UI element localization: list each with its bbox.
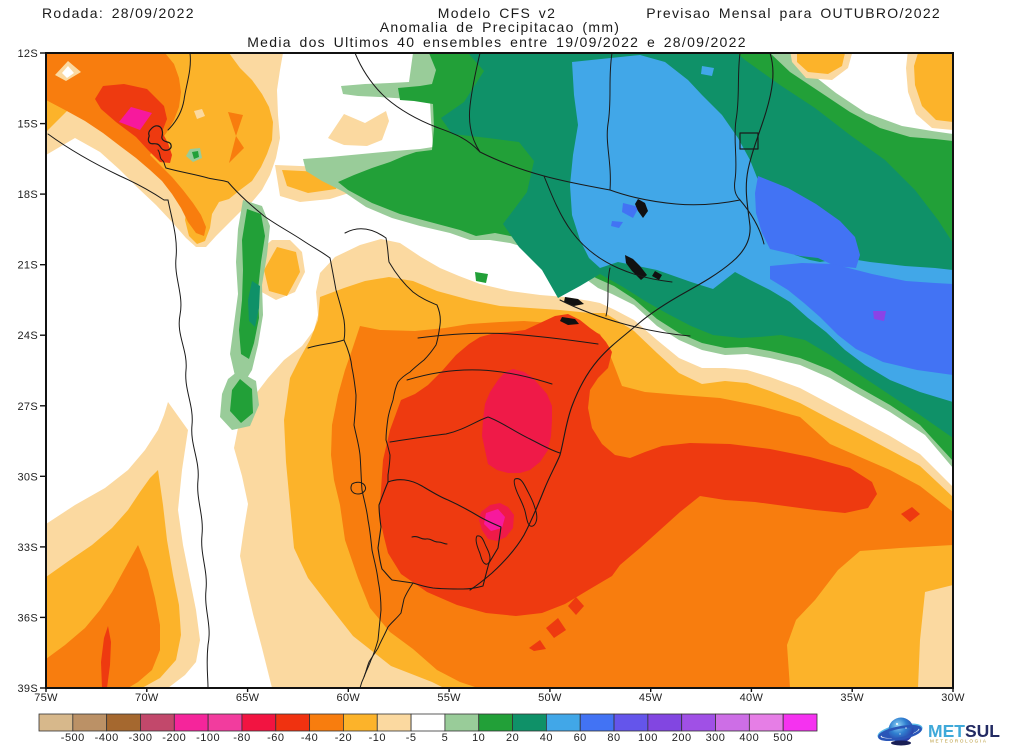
svg-text:-300: -300 xyxy=(128,732,152,744)
svg-text:65W: 65W xyxy=(236,692,260,704)
svg-text:40W: 40W xyxy=(740,692,764,704)
svg-text:-100: -100 xyxy=(196,732,220,744)
svg-text:15S: 15S xyxy=(18,119,38,131)
svg-text:70W: 70W xyxy=(135,692,159,704)
svg-text:55W: 55W xyxy=(437,692,461,704)
svg-text:-80: -80 xyxy=(233,732,250,744)
svg-text:-10: -10 xyxy=(369,732,386,744)
svg-text:200: 200 xyxy=(672,732,692,744)
svg-text:80: 80 xyxy=(607,732,620,744)
svg-text:75W: 75W xyxy=(34,692,58,704)
svg-text:-60: -60 xyxy=(267,732,284,744)
svg-text:18S: 18S xyxy=(18,189,38,201)
svg-text:30W: 30W xyxy=(941,692,965,704)
svg-text:100: 100 xyxy=(638,732,658,744)
svg-text:35W: 35W xyxy=(840,692,864,704)
svg-text:40: 40 xyxy=(540,732,553,744)
svg-text:39S: 39S xyxy=(18,683,38,695)
svg-text:60W: 60W xyxy=(337,692,361,704)
svg-text:50W: 50W xyxy=(538,692,562,704)
svg-text:300: 300 xyxy=(706,732,726,744)
svg-text:24S: 24S xyxy=(18,330,38,342)
svg-text:Previsao Mensal para OUTUBRO/2: Previsao Mensal para OUTUBRO/2022 xyxy=(646,5,941,21)
svg-text:-500: -500 xyxy=(61,732,85,744)
svg-text:METEOROLOGIA: METEOROLOGIA xyxy=(930,739,988,744)
svg-text:-20: -20 xyxy=(335,732,352,744)
svg-text:10: 10 xyxy=(472,732,485,744)
svg-text:400: 400 xyxy=(739,732,759,744)
svg-text:27S: 27S xyxy=(18,401,38,413)
svg-text:METSUL: METSUL xyxy=(928,721,1000,741)
svg-text:20: 20 xyxy=(506,732,519,744)
svg-text:Rodada: 28/09/2022: Rodada: 28/09/2022 xyxy=(42,5,195,21)
svg-text:-200: -200 xyxy=(162,732,186,744)
svg-text:12S: 12S xyxy=(18,48,38,60)
svg-text:-40: -40 xyxy=(301,732,318,744)
svg-text:-5: -5 xyxy=(406,732,417,744)
svg-text:36S: 36S xyxy=(18,612,38,624)
svg-text:Modelo CFS v2: Modelo CFS v2 xyxy=(438,5,556,21)
svg-text:33S: 33S xyxy=(18,542,38,554)
svg-text:5: 5 xyxy=(442,732,449,744)
svg-text:Media dos Ultimos 40 ensembles: Media dos Ultimos 40 ensembles entre 19/… xyxy=(247,34,747,50)
svg-text:60: 60 xyxy=(574,732,587,744)
svg-text:45W: 45W xyxy=(639,692,663,704)
svg-text:30S: 30S xyxy=(18,471,38,483)
svg-text:Anomalia de Precipitacao (mm): Anomalia de Precipitacao (mm) xyxy=(380,19,621,35)
svg-text:21S: 21S xyxy=(18,260,38,272)
svg-text:500: 500 xyxy=(773,732,793,744)
svg-text:-400: -400 xyxy=(95,732,119,744)
